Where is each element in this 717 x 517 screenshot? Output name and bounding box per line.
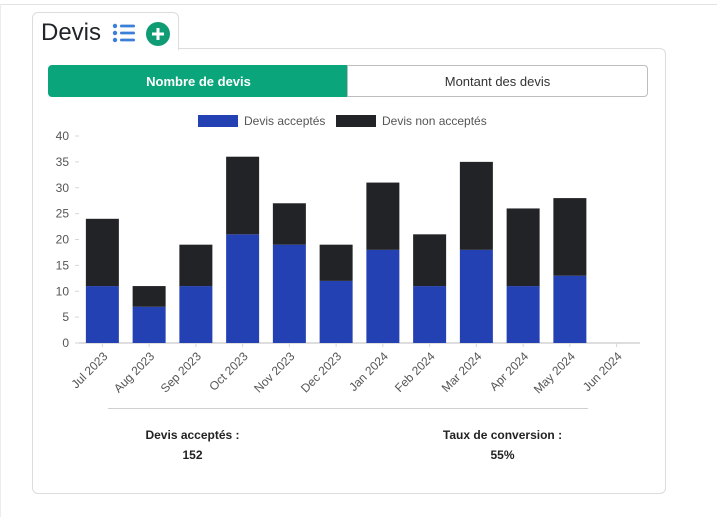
stat-conversion-label: Taux de conversion : xyxy=(442,428,563,442)
y-tick-label: 35 xyxy=(56,155,70,169)
left-border xyxy=(0,4,1,517)
stat-conversion-value: 55% xyxy=(490,448,515,462)
bar-not-accepted xyxy=(132,286,166,307)
bar-accepted xyxy=(226,234,260,343)
x-tick-label: May 2024 xyxy=(531,349,578,396)
bar-not-accepted xyxy=(319,244,353,281)
tab-count[interactable]: Nombre de devis xyxy=(48,65,349,97)
x-tick-label: Jun 2024 xyxy=(580,349,625,394)
bar-not-accepted xyxy=(226,156,260,235)
list-icon[interactable] xyxy=(112,23,136,43)
bar-accepted xyxy=(272,244,306,343)
bar-not-accepted xyxy=(366,182,400,250)
x-tick-label: Jul 2023 xyxy=(69,349,111,391)
legend-label-not-accepted: Devis non acceptés xyxy=(382,114,487,128)
bar-accepted xyxy=(553,275,587,343)
y-tick-label: 5 xyxy=(62,310,69,324)
stat-conversion: Taux de conversion : 55% xyxy=(420,428,585,462)
y-tick-label: 10 xyxy=(56,284,70,298)
add-icon[interactable] xyxy=(146,22,170,46)
x-tick-label: Oct 2023 xyxy=(206,349,251,394)
legend-label-accepted: Devis acceptés xyxy=(244,114,325,128)
bar-accepted xyxy=(85,286,119,343)
stat-accepted-label: Devis acceptés : xyxy=(145,428,240,442)
y-tick-label: 30 xyxy=(56,181,70,195)
x-tick-label: Mar 2024 xyxy=(439,349,485,395)
x-tick-label: Jan 2024 xyxy=(346,349,391,394)
bar-accepted xyxy=(506,286,540,343)
bar-not-accepted xyxy=(506,208,540,287)
stat-accepted-value: 152 xyxy=(182,448,203,462)
x-tick-label: Nov 2023 xyxy=(251,349,297,395)
top-border xyxy=(0,0,717,5)
stats-divider xyxy=(108,408,588,409)
bar-not-accepted xyxy=(553,198,587,276)
y-tick-label: 25 xyxy=(56,207,70,221)
bar-not-accepted xyxy=(272,203,306,245)
bar-accepted xyxy=(366,249,400,343)
y-tick-label: 15 xyxy=(56,258,70,272)
bar-not-accepted xyxy=(179,244,213,287)
x-tick-label: Aug 2023 xyxy=(111,349,157,395)
y-tick-label: 20 xyxy=(56,233,70,247)
legend-swatch-accepted xyxy=(198,115,238,127)
x-tick-label: Feb 2024 xyxy=(392,349,438,395)
x-tick-label: Apr 2024 xyxy=(487,349,532,394)
devis-panel-tab: Devis xyxy=(32,12,179,50)
y-tick-label: 40 xyxy=(56,129,70,143)
bar-accepted xyxy=(459,249,493,343)
y-tick-label: 0 xyxy=(62,336,69,350)
legend-swatch-not-accepted xyxy=(336,115,376,127)
bar-not-accepted xyxy=(85,218,119,287)
bar-accepted xyxy=(319,280,353,343)
bar-accepted xyxy=(413,286,447,343)
tab-amount[interactable]: Montant des devis xyxy=(347,65,648,97)
bar-not-accepted xyxy=(413,234,447,287)
bar-accepted xyxy=(179,286,213,343)
bar-accepted xyxy=(132,306,166,343)
x-tick-label: Dec 2023 xyxy=(298,349,344,395)
devis-chart: 0 5 10 15 20 25 30 35 40 Jul 2023 Aug 2023 Sep 2023… xyxy=(56,114,640,396)
tab-joint xyxy=(33,47,176,49)
stat-accepted: Devis acceptés : 152 xyxy=(120,428,265,462)
bar-not-accepted xyxy=(459,161,493,250)
x-tick-label: Sep 2023 xyxy=(158,349,204,395)
panel-title: Devis xyxy=(41,19,102,46)
